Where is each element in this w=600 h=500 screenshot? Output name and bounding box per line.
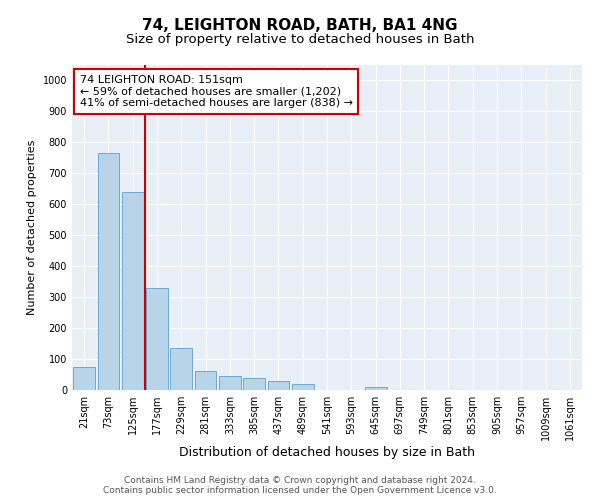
Bar bbox=[219, 376, 241, 390]
Text: 74 LEIGHTON ROAD: 151sqm
← 59% of detached houses are smaller (1,202)
41% of sem: 74 LEIGHTON ROAD: 151sqm ← 59% of detach… bbox=[80, 74, 353, 108]
Bar bbox=[292, 384, 314, 390]
Text: 74, LEIGHTON ROAD, BATH, BA1 4NG: 74, LEIGHTON ROAD, BATH, BA1 4NG bbox=[142, 18, 458, 32]
Bar bbox=[122, 192, 143, 390]
Text: Contains public sector information licensed under the Open Government Licence v3: Contains public sector information licen… bbox=[103, 486, 497, 495]
Y-axis label: Number of detached properties: Number of detached properties bbox=[27, 140, 37, 315]
Bar bbox=[243, 378, 265, 390]
Bar bbox=[97, 153, 119, 390]
Bar bbox=[73, 367, 95, 390]
X-axis label: Distribution of detached houses by size in Bath: Distribution of detached houses by size … bbox=[179, 446, 475, 458]
Text: Contains HM Land Registry data © Crown copyright and database right 2024.: Contains HM Land Registry data © Crown c… bbox=[124, 476, 476, 485]
Bar bbox=[146, 288, 168, 390]
Bar bbox=[268, 380, 289, 390]
Text: Size of property relative to detached houses in Bath: Size of property relative to detached ho… bbox=[126, 32, 474, 46]
Bar bbox=[194, 372, 217, 390]
Bar bbox=[365, 387, 386, 390]
Bar bbox=[170, 348, 192, 390]
